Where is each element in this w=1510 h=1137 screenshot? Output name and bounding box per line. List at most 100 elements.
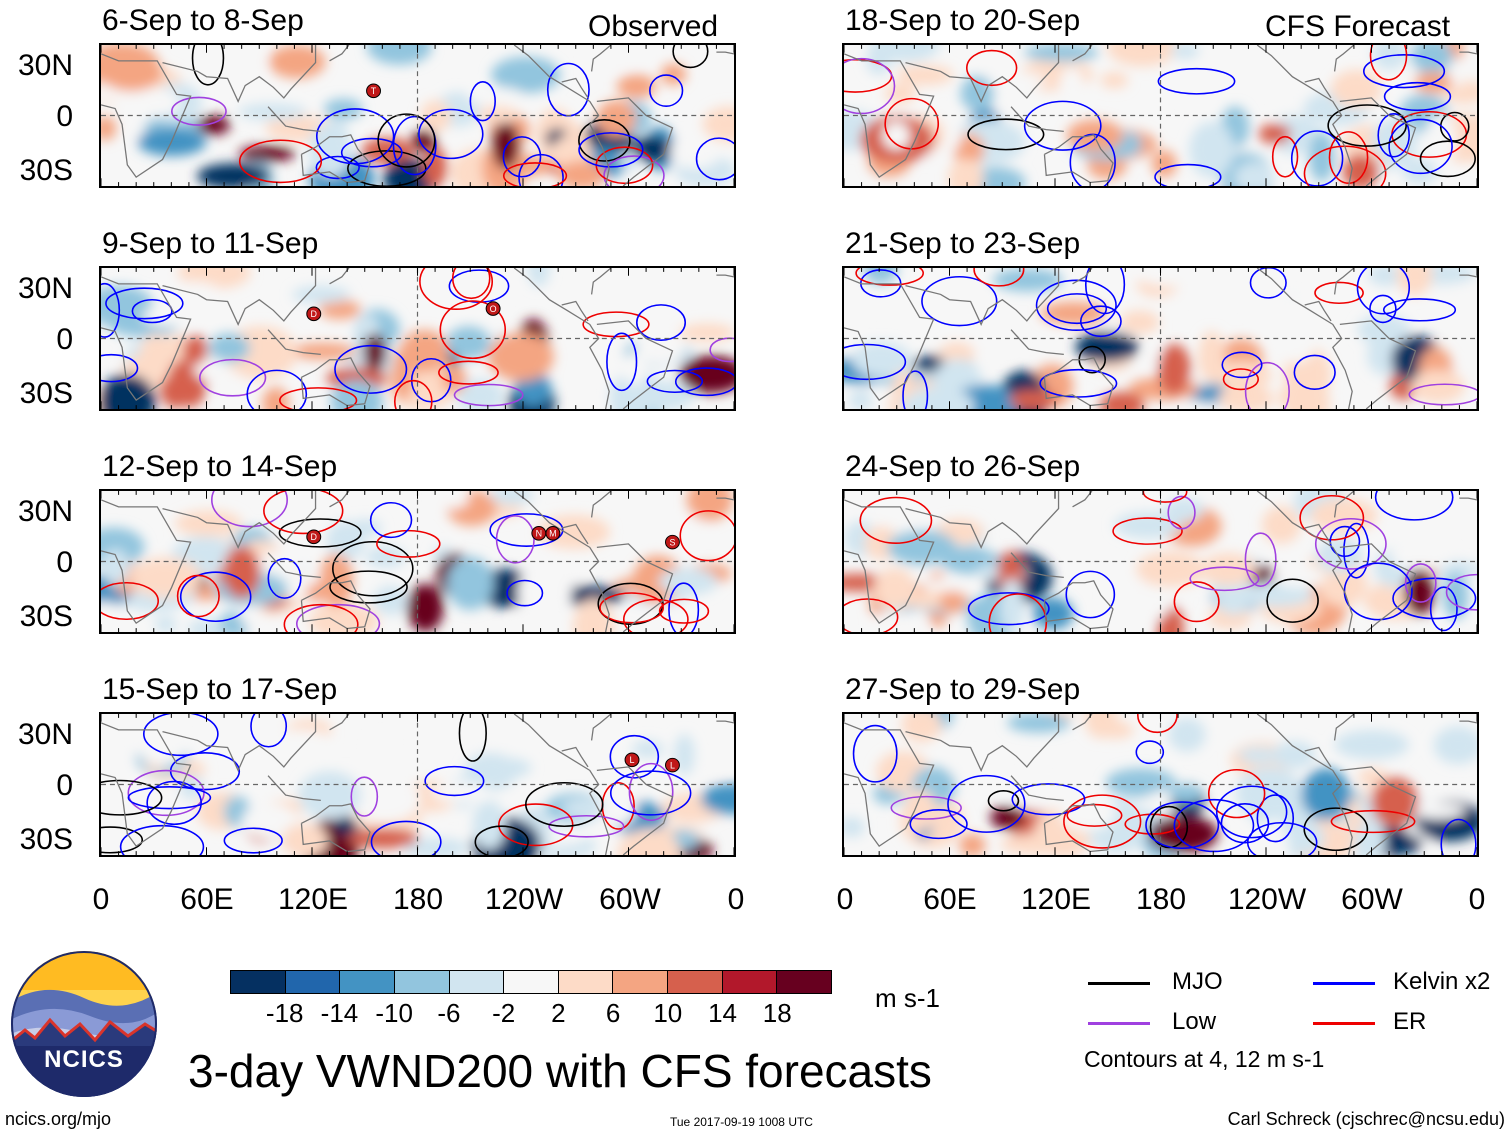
lon-label-60e: 60E	[180, 883, 234, 916]
forecast-map-panel-4	[842, 712, 1479, 857]
storm-marker: S	[665, 534, 680, 550]
lat-label-30s: 30S	[19, 154, 73, 187]
panel-title-fc-3: 24-Sep to 26-Sep	[845, 450, 1081, 483]
colorbar-swatch	[558, 971, 614, 993]
legend-er-label: ER	[1393, 1008, 1427, 1035]
lon-label-120w: 120W	[1227, 883, 1307, 916]
storm-marker-label: M	[549, 529, 556, 539]
storm-marker: L	[665, 757, 680, 773]
lon-label-360: 0	[1468, 883, 1486, 916]
footer-url[interactable]: ncics.org/mjo	[5, 1109, 112, 1129]
lat-label-eq: 0	[56, 100, 73, 133]
footer-timestamp: Tue 2017-09-19 1008 UTC	[670, 1115, 813, 1129]
lat-label-30n: 30N	[17, 49, 73, 82]
coastlines	[844, 714, 1477, 855]
panel-title-fc-1: 18-Sep to 20-Sep	[845, 4, 1081, 37]
colorbar-swatch	[231, 971, 286, 993]
colorbar-tick-label: 6	[605, 998, 621, 1028]
colorbar-swatch	[504, 971, 559, 993]
storm-marker-label: D	[311, 309, 317, 319]
coastlines	[844, 268, 1477, 409]
lat-label-30s: 30S	[19, 823, 73, 856]
storm-marker: T	[366, 83, 381, 99]
legend-kelvin-line	[1313, 982, 1375, 985]
panel-title-obs-3: 12-Sep to 14-Sep	[102, 450, 338, 483]
colorbar-tick-label: -14	[320, 998, 359, 1028]
contours-note: Contours at 4, 12 m s-1	[1084, 1046, 1325, 1072]
storm-marker: D	[306, 306, 322, 322]
colorbar-swatch	[394, 971, 450, 993]
storm-marker: N	[531, 526, 547, 541]
lat-label-eq: 0	[56, 769, 73, 802]
lon-label-0: 0	[92, 883, 110, 916]
lat-label-30n: 30N	[17, 718, 73, 751]
main-title: 3-day VWND200 with CFS forecasts	[188, 1045, 932, 1097]
colorbar-swatch	[613, 971, 669, 993]
storm-marker-label: N	[536, 529, 542, 539]
lon-label-120e: 120E	[1020, 883, 1092, 916]
panel-title-fc-4: 27-Sep to 29-Sep	[845, 673, 1081, 706]
forecast-map-panel-2	[842, 266, 1479, 411]
legend-er-line	[1313, 1022, 1375, 1025]
panel-title-obs-2: 9-Sep to 11-Sep	[102, 227, 319, 260]
legend-mjo-line	[1088, 982, 1150, 985]
storm-marker-label: S	[669, 538, 675, 548]
panel-title-obs-4: 15-Sep to 17-Sep	[102, 673, 338, 706]
legend-low-line	[1088, 1022, 1150, 1025]
wave-contours	[101, 714, 692, 855]
anomaly-shading	[844, 45, 1477, 186]
lat-label-30s: 30S	[19, 377, 73, 410]
colorbar-tick-label: 2	[551, 998, 566, 1028]
lon-label-60e: 60E	[923, 883, 977, 916]
logo-text: NCICS	[44, 1046, 124, 1073]
forecast-map-panel-1	[842, 43, 1479, 188]
colorbar-tick-label: -18	[265, 998, 304, 1028]
lon-label-360: 0	[727, 883, 745, 916]
colorbar-swatch	[449, 971, 505, 993]
coastlines	[844, 491, 1477, 632]
wave-contours	[101, 491, 734, 632]
colorbar-tick-label: -2	[492, 998, 516, 1028]
storm-marker: O	[485, 301, 501, 316]
coastlines	[101, 268, 734, 409]
coastlines	[101, 45, 734, 186]
wave-contours	[844, 491, 1477, 632]
panel-title-fc-2: 21-Sep to 23-Sep	[845, 227, 1081, 260]
forecast-label: CFS Forecast	[1265, 10, 1451, 43]
units-label: m s-1	[875, 983, 940, 1013]
storm-marker: M	[545, 526, 561, 541]
lon-label-120w: 120W	[484, 883, 564, 916]
storm-marker-label: L	[630, 755, 635, 765]
colorbar-tick-label: 10	[653, 998, 683, 1028]
lat-label-30n: 30N	[17, 272, 73, 305]
colorbar-swatch	[668, 971, 723, 993]
colorbar-tick-label: 18	[762, 998, 792, 1028]
wave-contours	[101, 268, 734, 409]
legend-mjo-label: MJO	[1172, 968, 1223, 995]
lat-label-eq: 0	[56, 323, 73, 356]
coastlines	[844, 45, 1477, 186]
observed-label: Observed	[588, 10, 719, 43]
anomaly-shading	[844, 491, 1477, 632]
lat-label-30n: 30N	[17, 495, 73, 528]
lon-label-60w: 60W	[1341, 883, 1403, 916]
lat-label-eq: 0	[56, 546, 73, 579]
lon-label-0: 0	[836, 883, 854, 916]
lon-label-120e: 120E	[277, 883, 349, 916]
colorbar-swatch	[777, 971, 832, 993]
ncics-logo: NCICS	[10, 950, 158, 1098]
colorbar-tick-label: -6	[437, 998, 461, 1028]
legend-low-label: Low	[1172, 1008, 1217, 1035]
storm-marker-label: D	[311, 532, 317, 542]
storm-marker: L	[624, 752, 640, 768]
anomaly-shading	[844, 268, 1477, 409]
lat-label-30s: 30S	[19, 600, 73, 633]
wave-contours	[852, 714, 1477, 855]
legend-kelvin-label: Kelvin x2	[1393, 968, 1491, 995]
panel-title-obs-1: 6-Sep to 8-Sep	[102, 4, 304, 37]
storm-marker-label: O	[490, 304, 497, 314]
colorbar-swatch	[340, 971, 395, 993]
colorbar-tick-label: 14	[708, 998, 737, 1028]
